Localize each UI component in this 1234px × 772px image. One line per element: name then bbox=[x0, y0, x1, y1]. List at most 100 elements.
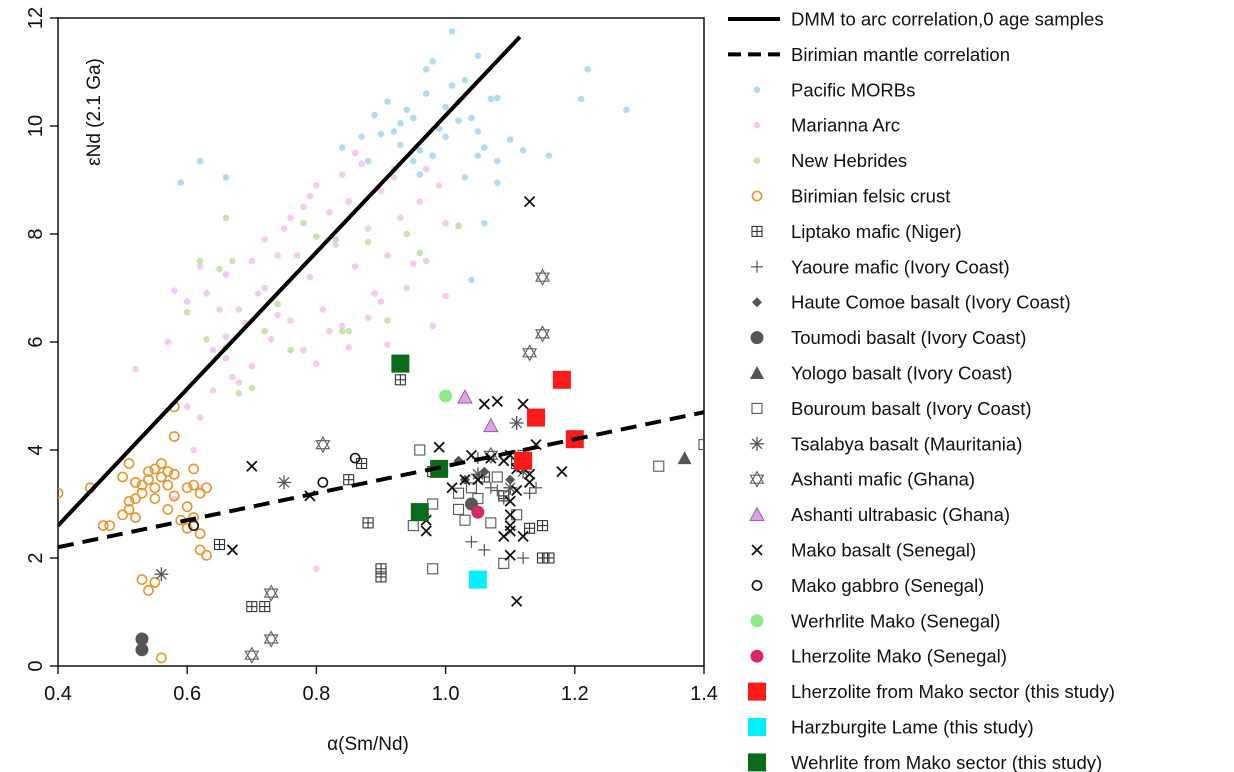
data-point bbox=[149, 493, 161, 504]
data-point bbox=[183, 403, 191, 411]
data-point bbox=[351, 149, 359, 157]
series-bouroum-basalt-ivory-coast bbox=[407, 439, 704, 575]
data-point bbox=[397, 120, 404, 127]
legend-marker bbox=[751, 580, 763, 591]
data-point bbox=[410, 157, 417, 165]
data-point bbox=[698, 439, 704, 451]
data-point bbox=[474, 128, 482, 135]
data-point bbox=[235, 390, 243, 397]
data-point bbox=[485, 517, 497, 529]
data-point bbox=[162, 466, 174, 477]
data-point bbox=[435, 125, 443, 132]
data-point bbox=[420, 525, 432, 537]
data-point bbox=[455, 117, 462, 124]
data-point bbox=[481, 219, 488, 227]
x-axis-title: α(Sm/Nd) bbox=[327, 734, 409, 755]
data-point bbox=[319, 306, 327, 313]
series-toumodi-basalt-ivory-coast bbox=[135, 497, 478, 657]
series-pacific-morbs bbox=[177, 28, 630, 284]
data-point bbox=[149, 576, 161, 588]
data-point bbox=[183, 298, 191, 305]
data-point bbox=[384, 252, 391, 259]
data-point bbox=[177, 179, 185, 186]
data-point bbox=[514, 451, 533, 470]
data-point bbox=[349, 452, 361, 464]
correlation-lines bbox=[58, 35, 704, 550]
data-point bbox=[154, 567, 169, 582]
legend-label: Pacific MORBs bbox=[791, 79, 915, 100]
legend-marker bbox=[748, 753, 766, 772]
data-point bbox=[403, 106, 411, 114]
data-point bbox=[377, 187, 385, 195]
y-tick-label: 12 bbox=[25, 7, 47, 29]
x-tick-label: 0.6 bbox=[173, 683, 201, 705]
data-point bbox=[248, 363, 256, 370]
data-point bbox=[130, 512, 141, 523]
data-point bbox=[509, 416, 524, 430]
legend-label: Harzburgite Lame (this study) bbox=[791, 717, 1034, 738]
legend-marker bbox=[752, 297, 762, 308]
data-point bbox=[375, 571, 387, 583]
x-tick-label: 0.8 bbox=[302, 683, 330, 705]
data-point bbox=[459, 514, 471, 526]
data-point bbox=[183, 309, 191, 316]
data-point bbox=[457, 389, 473, 404]
legend-marker bbox=[750, 366, 764, 379]
data-point bbox=[130, 493, 141, 504]
data-point bbox=[416, 198, 424, 205]
legend-marker bbox=[751, 190, 763, 202]
data-point bbox=[338, 322, 346, 330]
data-point bbox=[190, 446, 197, 454]
data-point bbox=[364, 225, 372, 232]
legend-label: Toumodi basalt (Ivory Coast) bbox=[791, 327, 1026, 348]
data-point bbox=[472, 493, 484, 505]
data-point bbox=[135, 632, 149, 646]
legend-label: Yologo basalt (Ivory Coast) bbox=[791, 363, 1012, 384]
data-point bbox=[416, 171, 424, 178]
data-points bbox=[58, 28, 704, 664]
data-point bbox=[58, 487, 64, 499]
data-point bbox=[136, 487, 148, 499]
data-point bbox=[377, 130, 385, 138]
data-point bbox=[653, 460, 665, 472]
data-point bbox=[317, 476, 329, 488]
legend-marker bbox=[750, 436, 764, 451]
data-point bbox=[201, 549, 212, 561]
data-point bbox=[274, 300, 281, 308]
data-point bbox=[196, 157, 204, 165]
data-point bbox=[391, 354, 410, 373]
data-point bbox=[313, 233, 320, 240]
data-point bbox=[345, 344, 353, 351]
series-lherzolite-mako-senegal bbox=[471, 505, 485, 519]
data-point bbox=[155, 471, 167, 483]
data-point bbox=[143, 474, 154, 486]
legend-marker bbox=[751, 260, 763, 273]
line-birimian-mantle-correlation bbox=[58, 410, 704, 550]
data-point bbox=[235, 379, 243, 386]
data-point bbox=[468, 570, 487, 589]
data-point bbox=[209, 387, 217, 394]
legend-marker bbox=[751, 225, 763, 237]
data-point bbox=[465, 482, 477, 494]
data-point bbox=[136, 574, 148, 585]
data-point bbox=[274, 252, 281, 259]
x-tick-label: 1.2 bbox=[561, 683, 589, 705]
data-point bbox=[259, 601, 271, 613]
legend-label: DMM to arc correlation,0 age samples bbox=[791, 9, 1104, 30]
data-point bbox=[478, 543, 491, 556]
data-point bbox=[483, 417, 499, 433]
data-point bbox=[332, 236, 340, 243]
data-point bbox=[410, 114, 417, 122]
data-point bbox=[407, 520, 419, 532]
data-point bbox=[196, 414, 204, 421]
data-point bbox=[498, 530, 510, 543]
data-point bbox=[556, 465, 568, 478]
data-point bbox=[422, 165, 430, 173]
legend: DMM to arc correlation,0 age samples Biri… bbox=[728, 9, 1115, 772]
data-point bbox=[246, 601, 258, 613]
data-point bbox=[300, 203, 307, 211]
legend-marker bbox=[753, 86, 761, 94]
data-point bbox=[188, 512, 200, 523]
y-axis-ticks: 0 2 4 6 8 10 12 bbox=[25, 7, 58, 672]
data-point bbox=[143, 466, 154, 477]
